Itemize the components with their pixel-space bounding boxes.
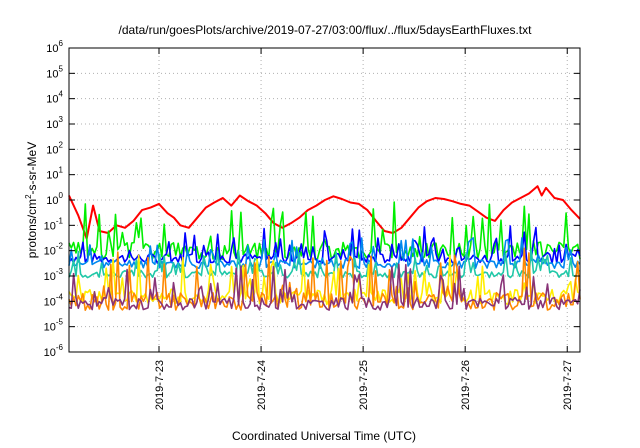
y-tick-label: 100 xyxy=(46,191,63,207)
series-line-0 xyxy=(68,185,581,240)
y-axis-label: protons/cm2-s-sr-MeV xyxy=(24,142,39,258)
y-tick-label: 10-1 xyxy=(44,216,64,232)
x-tick-label: 2019-7-24 xyxy=(256,360,268,410)
x-tick-labels: 2019-7-23 2019-7-24 2019-7-25 2019-7-26 2019… xyxy=(154,48,574,410)
y-tick-label: 10-4 xyxy=(44,292,64,308)
series-line-7 xyxy=(68,263,581,311)
series-line-4 xyxy=(68,248,581,279)
series-line-2 xyxy=(68,225,581,265)
x-tick-label: 2019-7-27 xyxy=(562,360,574,410)
x-tick-label: 2019-7-23 xyxy=(154,360,166,410)
y-tick-label: 106 xyxy=(46,39,63,55)
y-tick-labels: 106 105 104 103 102 101 100 10-1 10-2 10-3 10-4 10-… xyxy=(44,39,580,359)
y-tick-label: 102 xyxy=(46,140,63,156)
y-tick-label: 10-2 xyxy=(44,242,64,258)
chart-title: /data/run/goesPlots/archive/2019-07-27/0… xyxy=(119,23,533,37)
series-line-3 xyxy=(68,237,581,270)
grid xyxy=(69,48,580,352)
y-tick-label: 10-5 xyxy=(44,318,64,334)
y-tick-label: 101 xyxy=(46,166,63,182)
y-tick-label: 104 xyxy=(46,90,63,106)
series-group xyxy=(68,185,581,312)
y-tick-label: 10-6 xyxy=(44,343,64,359)
y-tick-label: 103 xyxy=(46,115,63,131)
x-tick-label: 2019-7-26 xyxy=(460,360,472,410)
y-tick-label: 10-3 xyxy=(44,267,64,283)
x-axis-label: Coordinated Universal Time (UTC) xyxy=(232,429,416,443)
x-tick-label: 2019-7-25 xyxy=(358,360,370,410)
y-tick-label: 105 xyxy=(46,64,63,80)
